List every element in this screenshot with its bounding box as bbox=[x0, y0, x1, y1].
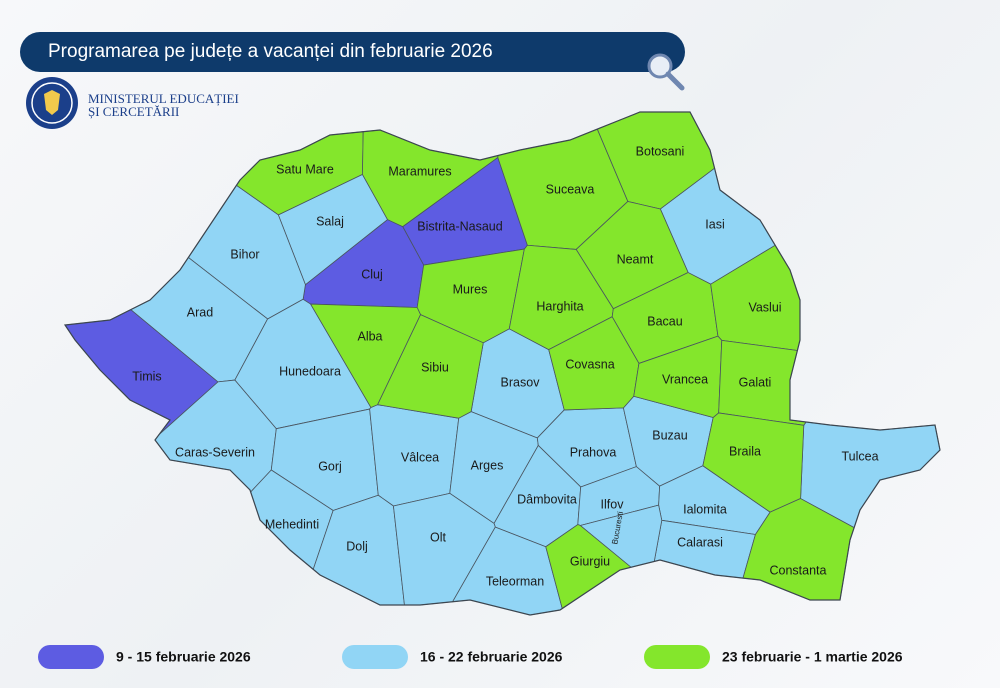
county-area bbox=[377, 314, 484, 419]
county-label: Neamt bbox=[617, 252, 654, 266]
legend-label: 16 - 22 februarie 2026 bbox=[420, 649, 563, 665]
county-label: Teleorman bbox=[486, 574, 544, 588]
county-label: Ilfov bbox=[601, 497, 625, 511]
county-label: Iasi bbox=[705, 217, 724, 231]
county-label: Harghita bbox=[536, 299, 583, 313]
country-border bbox=[63, 111, 941, 616]
county-label: Mures bbox=[453, 282, 488, 296]
county-label: Ialomita bbox=[683, 502, 727, 516]
county-label: Sibiu bbox=[421, 360, 449, 374]
county-label: Gorj bbox=[318, 459, 342, 473]
county-label: Timis bbox=[132, 369, 161, 383]
ministry-name: MINISTERUL EDUCAȚIEI bbox=[88, 91, 239, 106]
county-label: Buzau bbox=[652, 428, 687, 442]
county-label: Olt bbox=[430, 530, 447, 544]
county-label: Dâmbovita bbox=[517, 492, 577, 506]
county-label: Cluj bbox=[361, 267, 383, 281]
county-label: Dolj bbox=[346, 539, 368, 553]
county-label: Vâlcea bbox=[401, 450, 439, 464]
county-label: Covasna bbox=[565, 357, 614, 371]
county-label: Arges bbox=[471, 458, 504, 472]
search-icon bbox=[647, 53, 685, 91]
county-label: Maramures bbox=[388, 164, 451, 178]
title-bar bbox=[20, 32, 685, 72]
title: Programarea pe județe a vacanței din feb… bbox=[48, 41, 493, 62]
county-label: Prahova bbox=[570, 445, 617, 459]
legend-label: 23 februarie - 1 martie 2026 bbox=[722, 649, 903, 665]
county-label: Satu Mare bbox=[276, 162, 334, 176]
county-label: Caras-Severin bbox=[175, 445, 255, 459]
ministry-logo bbox=[26, 77, 78, 129]
county-label: Botosani bbox=[636, 144, 685, 158]
county-label: Calarasi bbox=[677, 535, 723, 549]
county-label: Bistrita-Nasaud bbox=[417, 219, 502, 233]
ministry-name: ȘI CERCETĂRII bbox=[88, 104, 179, 119]
county-label: Vrancea bbox=[662, 372, 708, 386]
county-label: Constanta bbox=[770, 563, 827, 577]
county-label: Suceava bbox=[546, 182, 595, 196]
county-label: Arad bbox=[187, 305, 213, 319]
county-label: Alba bbox=[357, 329, 382, 343]
county-label: Galati bbox=[739, 375, 772, 389]
county-label: Giurgiu bbox=[570, 554, 610, 568]
legend-swatch bbox=[38, 645, 104, 669]
county-label: Bihor bbox=[230, 247, 259, 261]
county-label: Hunedoara bbox=[279, 364, 341, 378]
county-label: Vaslui bbox=[748, 300, 781, 314]
county-label: Brasov bbox=[501, 375, 541, 389]
legend-label: 9 - 15 februarie 2026 bbox=[116, 649, 251, 665]
county-label: Salaj bbox=[316, 214, 344, 228]
county-label: Braila bbox=[729, 444, 761, 458]
county-label: Bacau bbox=[647, 314, 682, 328]
legend-swatch bbox=[342, 645, 408, 669]
county-label: Tulcea bbox=[841, 449, 878, 463]
legend-swatch bbox=[644, 645, 710, 669]
county-label: Mehedinti bbox=[265, 517, 319, 531]
